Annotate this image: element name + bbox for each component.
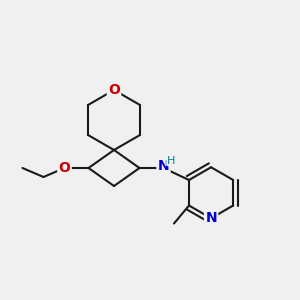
Text: N: N — [205, 211, 217, 225]
Text: O: O — [108, 83, 120, 97]
Text: H: H — [167, 155, 175, 166]
Text: N: N — [158, 160, 169, 173]
Text: O: O — [58, 161, 70, 175]
